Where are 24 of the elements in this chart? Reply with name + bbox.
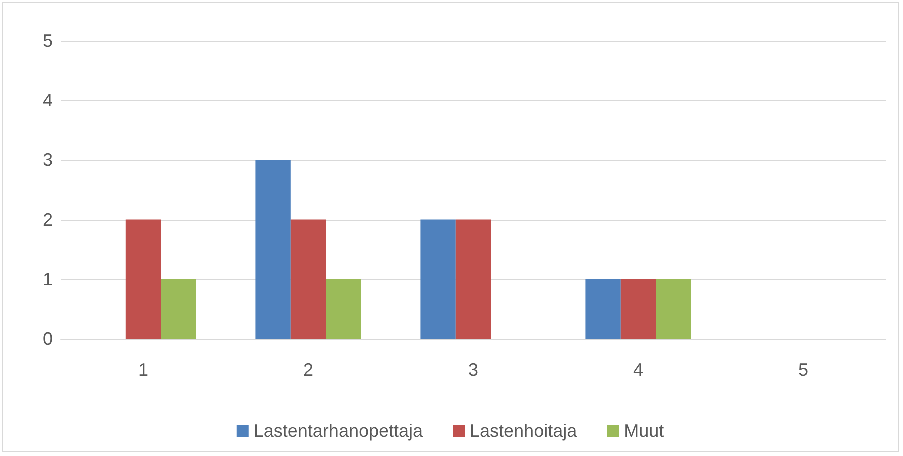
x-tick-label: 3 <box>468 360 479 380</box>
legend-label: Lastenhoitaja <box>470 421 578 441</box>
bar <box>456 220 492 339</box>
bar <box>126 220 162 339</box>
y-tick-label: 4 <box>42 90 53 111</box>
x-tick-label: 5 <box>798 360 809 380</box>
bar <box>420 220 456 339</box>
bar <box>326 279 362 339</box>
x-tick-label: 4 <box>633 360 644 380</box>
legend-label: Muut <box>624 421 664 441</box>
bar <box>620 279 656 339</box>
y-tick-label: 3 <box>42 150 53 170</box>
x-tick-label: 1 <box>138 360 149 380</box>
y-tick-label: 5 <box>42 31 53 51</box>
x-tick-label: 2 <box>303 360 314 380</box>
y-tick-label: 2 <box>42 210 53 230</box>
y-tick-label: 0 <box>42 329 53 349</box>
bar <box>586 279 621 339</box>
bar <box>656 279 692 339</box>
bar <box>256 160 291 339</box>
bar <box>290 220 326 339</box>
y-tick-label: 1 <box>42 269 53 290</box>
bar <box>161 279 196 339</box>
legend-label: Lastentarhanopettaja <box>254 421 424 441</box>
